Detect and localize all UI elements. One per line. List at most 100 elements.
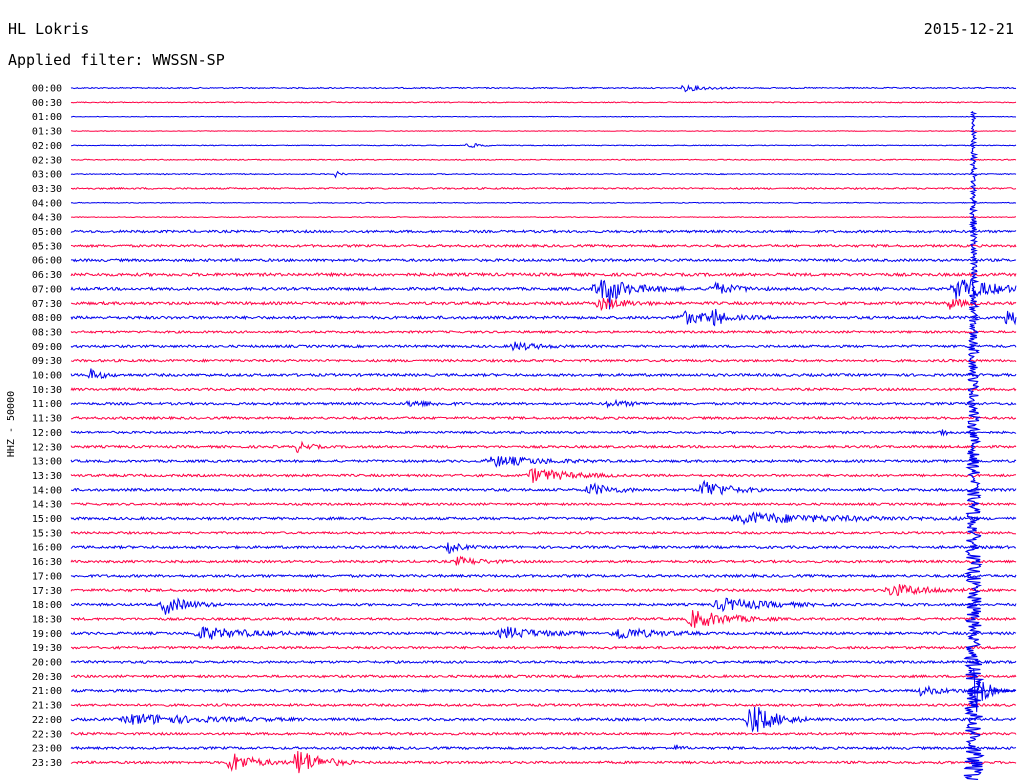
trace-line (70, 216, 1017, 219)
trace-line (70, 573, 1017, 579)
row-label: 15:00 (32, 514, 62, 525)
row-label: 13:00 (32, 457, 62, 468)
trace-line (70, 645, 1016, 650)
trace-line (70, 308, 1017, 327)
row-label: 16:30 (32, 557, 62, 568)
row-label: 01:30 (32, 127, 62, 138)
trace-line (70, 271, 1017, 278)
row-label: 01:00 (32, 112, 62, 123)
trace-line (70, 398, 1017, 409)
row-label: 23:30 (32, 758, 62, 769)
trace-line (70, 479, 1017, 496)
trace-line (70, 101, 1017, 104)
row-label: 18:30 (32, 614, 62, 625)
trace-line (70, 341, 1017, 352)
trace-line (70, 626, 1017, 640)
trace-line (70, 329, 1017, 335)
trace-line (70, 201, 1017, 204)
trace-line (70, 115, 1017, 118)
trace-line (70, 502, 1017, 507)
row-label: 09:30 (32, 356, 62, 367)
trace-line (70, 702, 1016, 708)
row-label: 03:00 (32, 170, 62, 181)
trace-line (70, 279, 1017, 310)
trace-line (70, 130, 1017, 132)
row-label: 11:00 (32, 399, 62, 410)
row-label: 08:00 (32, 313, 62, 324)
row-label: 11:30 (32, 414, 62, 425)
trace-line (70, 584, 1017, 597)
trace-line (70, 143, 1017, 149)
row-label: 09:00 (32, 342, 62, 353)
row-label: 22:30 (32, 729, 62, 740)
row-label: 04:00 (32, 198, 62, 209)
trace-line (70, 731, 1017, 736)
row-label: 20:00 (32, 658, 62, 669)
row-label: 14:30 (32, 500, 62, 511)
trace-line (70, 511, 1017, 526)
large-event-trace (963, 111, 985, 780)
row-label: 16:00 (32, 543, 62, 554)
row-label: 02:00 (32, 141, 62, 152)
row-label: 21:30 (32, 701, 62, 712)
trace-line (70, 387, 1017, 392)
trace-line (70, 610, 1017, 628)
row-label: 08:30 (32, 327, 62, 338)
trace-rows: 00:00 00:30 01:00 01:30 02:00 02:30 03:00 03:30… (32, 84, 1017, 780)
trace-line (70, 186, 1017, 191)
row-label: 05:00 (32, 227, 62, 238)
trace-line (70, 530, 1017, 535)
trace-line (71, 673, 1017, 679)
trace-line (70, 555, 1017, 566)
trace-line (70, 84, 1017, 93)
trace-line (70, 415, 1017, 421)
trace-line (70, 440, 1017, 454)
trace-line (70, 659, 1017, 665)
y-axis-label: HHZ - 50000 (6, 391, 17, 457)
trace-line (70, 368, 1017, 380)
row-label: 13:30 (32, 471, 62, 482)
trace-line (70, 170, 1017, 179)
row-label: 07:30 (32, 299, 62, 310)
trace-line (70, 229, 1017, 234)
trace-line (70, 706, 1017, 733)
row-label: 12:00 (32, 428, 62, 439)
row-label: 19:00 (32, 629, 62, 640)
row-label: 00:30 (32, 98, 62, 109)
trace-line (70, 257, 1017, 263)
trace-line (70, 542, 1016, 554)
trace-line (70, 243, 1017, 249)
filter-label: Applied filter: WWSSN-SP (8, 51, 225, 69)
trace-line (70, 429, 1017, 437)
row-label: 22:00 (32, 715, 62, 726)
trace-line (70, 750, 1017, 774)
trace-line (70, 468, 1017, 483)
row-label: 20:30 (32, 672, 62, 683)
row-label: 18:00 (32, 600, 62, 611)
row-label: 04:30 (32, 213, 62, 224)
large-event-coda (973, 668, 1017, 713)
station-title: HL Lokris (8, 20, 90, 38)
row-label: 05:30 (32, 241, 62, 252)
row-label: 07:00 (32, 284, 62, 295)
trace-line (70, 455, 1017, 468)
row-label: 17:30 (32, 586, 62, 597)
row-label: 21:00 (32, 686, 62, 697)
row-label: 03:30 (32, 184, 62, 195)
date-label: 2015-12-21 (923, 20, 1014, 38)
row-label: 23:00 (32, 744, 62, 755)
row-label: 02:30 (32, 155, 62, 166)
row-label: 12:30 (32, 442, 62, 453)
row-label: 17:00 (32, 571, 62, 582)
trace-line (70, 597, 1017, 615)
trace-line (70, 684, 1017, 697)
trace-line (70, 358, 1017, 363)
trace-line (70, 744, 1017, 751)
row-label: 15:30 (32, 528, 62, 539)
row-label: 06:00 (32, 256, 62, 267)
row-label: 19:30 (32, 643, 62, 654)
row-label: 06:30 (32, 270, 62, 281)
row-label: 10:30 (32, 385, 62, 396)
trace-line (71, 158, 1017, 161)
